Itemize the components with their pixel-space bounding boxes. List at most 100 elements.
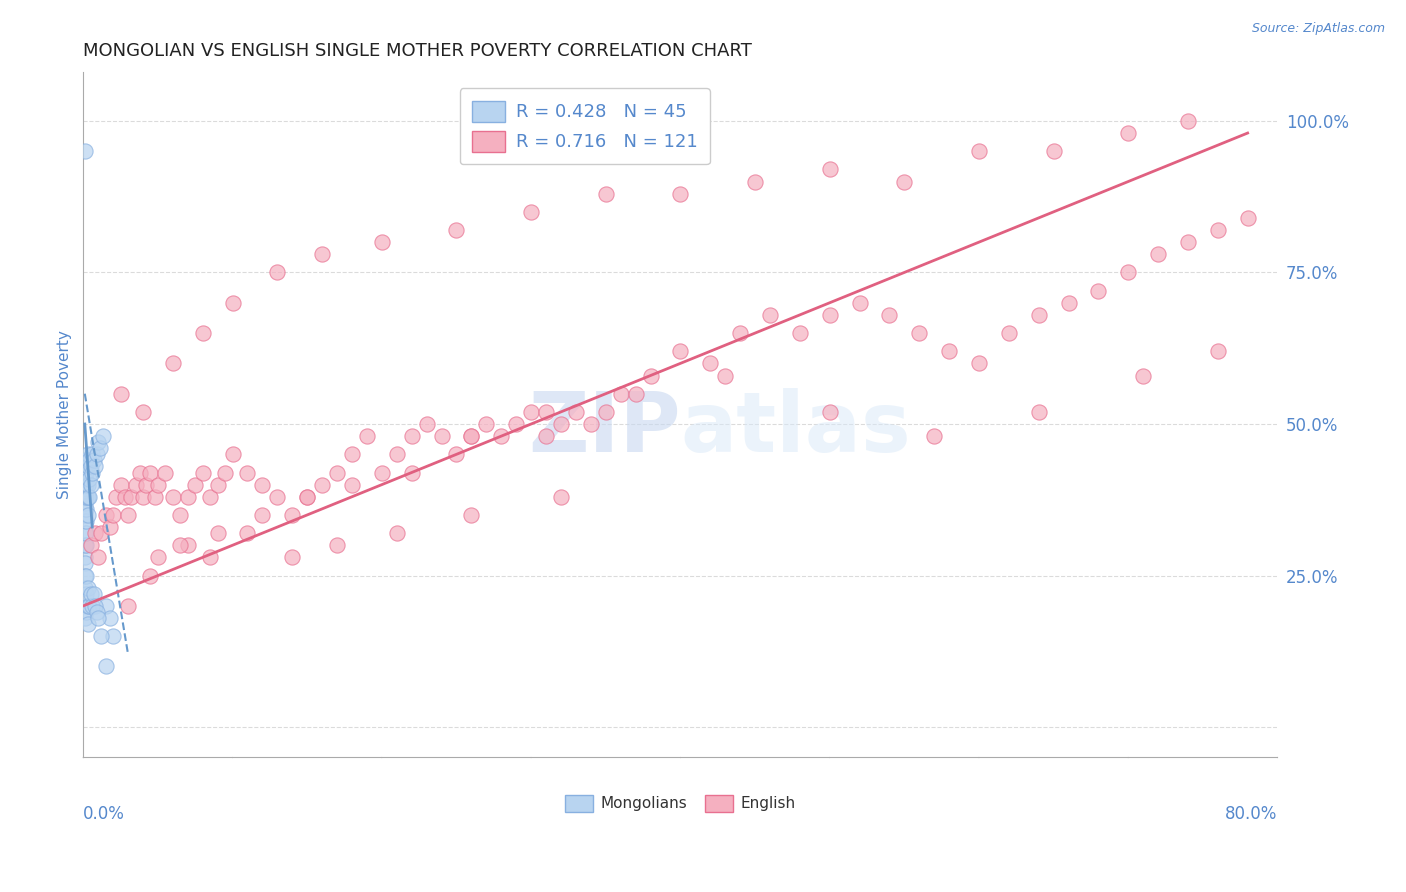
Point [624, 386, 647, 401]
Point [73, 466, 96, 480]
Point [1132, 368, 1154, 383]
Point [967, 356, 990, 370]
Point [198, 490, 221, 504]
Point [893, 175, 915, 189]
Point [295, 490, 318, 504]
Point [184, 477, 207, 491]
Point [550, 417, 572, 431]
Text: atlas: atlas [681, 388, 911, 469]
Text: 0.0%: 0.0% [83, 805, 125, 823]
Point [75, 453, 97, 467]
Point [73, 490, 96, 504]
Point [669, 344, 692, 359]
Point [87, 611, 110, 625]
Point [105, 490, 128, 504]
Point [83, 587, 105, 601]
Point [385, 447, 408, 461]
Point [252, 508, 274, 522]
Point [848, 295, 870, 310]
Point [73, 477, 96, 491]
Point [1147, 247, 1170, 261]
Point [94, 659, 117, 673]
Point [80, 477, 103, 491]
Point [73, 477, 96, 491]
Point [117, 599, 139, 613]
Point [75, 605, 97, 619]
Point [73, 514, 96, 528]
Point [1116, 265, 1139, 279]
Point [1028, 405, 1050, 419]
Point [86, 605, 108, 619]
Y-axis label: Single Mother Poverty: Single Mother Poverty [58, 330, 72, 500]
Point [281, 550, 304, 565]
Point [266, 265, 288, 279]
Point [162, 356, 184, 370]
Point [90, 526, 112, 541]
Point [818, 162, 841, 177]
Point [82, 466, 104, 480]
Point [73, 490, 96, 504]
Point [89, 442, 111, 456]
Point [75, 538, 97, 552]
Point [340, 447, 363, 461]
Point [73, 550, 96, 565]
Point [84, 526, 107, 541]
Text: ZIP: ZIP [527, 388, 681, 469]
Point [76, 581, 98, 595]
Point [77, 472, 100, 486]
Point [295, 490, 318, 504]
Point [110, 477, 132, 491]
Point [177, 490, 200, 504]
Point [207, 526, 229, 541]
Point [1177, 235, 1199, 249]
Text: MONGOLIAN VS ENGLISH SINGLE MOTHER POVERTY CORRELATION CHART: MONGOLIAN VS ENGLISH SINGLE MOTHER POVER… [83, 42, 752, 60]
Point [80, 538, 103, 552]
Point [1206, 223, 1229, 237]
Point [818, 405, 841, 419]
Point [908, 326, 931, 340]
Point [221, 447, 243, 461]
Point [1236, 211, 1258, 225]
Point [82, 599, 104, 613]
Point [86, 447, 108, 461]
Point [609, 386, 631, 401]
Point [922, 429, 945, 443]
Point [80, 459, 103, 474]
Point [520, 204, 543, 219]
Point [73, 581, 96, 595]
Point [139, 568, 162, 582]
Point [84, 599, 107, 613]
Point [75, 514, 97, 528]
Point [505, 417, 527, 431]
Point [1057, 295, 1080, 310]
Point [326, 466, 349, 480]
Point [579, 417, 602, 431]
Point [135, 477, 157, 491]
Point [1087, 284, 1109, 298]
Point [76, 459, 98, 474]
Point [401, 466, 423, 480]
Point [73, 145, 96, 159]
Point [281, 508, 304, 522]
Point [84, 459, 107, 474]
Point [83, 453, 105, 467]
Point [73, 526, 96, 541]
Point [759, 308, 782, 322]
Point [997, 326, 1019, 340]
Point [77, 453, 100, 467]
Point [640, 368, 662, 383]
Point [155, 466, 177, 480]
Point [98, 520, 121, 534]
Point [169, 508, 191, 522]
Point [207, 477, 229, 491]
Point [214, 466, 236, 480]
Point [73, 501, 96, 516]
Point [87, 550, 110, 565]
Point [550, 490, 572, 504]
Point [162, 490, 184, 504]
Point [73, 599, 96, 613]
Point [90, 629, 112, 643]
Point [73, 490, 96, 504]
Point [73, 611, 96, 625]
Point [520, 405, 543, 419]
